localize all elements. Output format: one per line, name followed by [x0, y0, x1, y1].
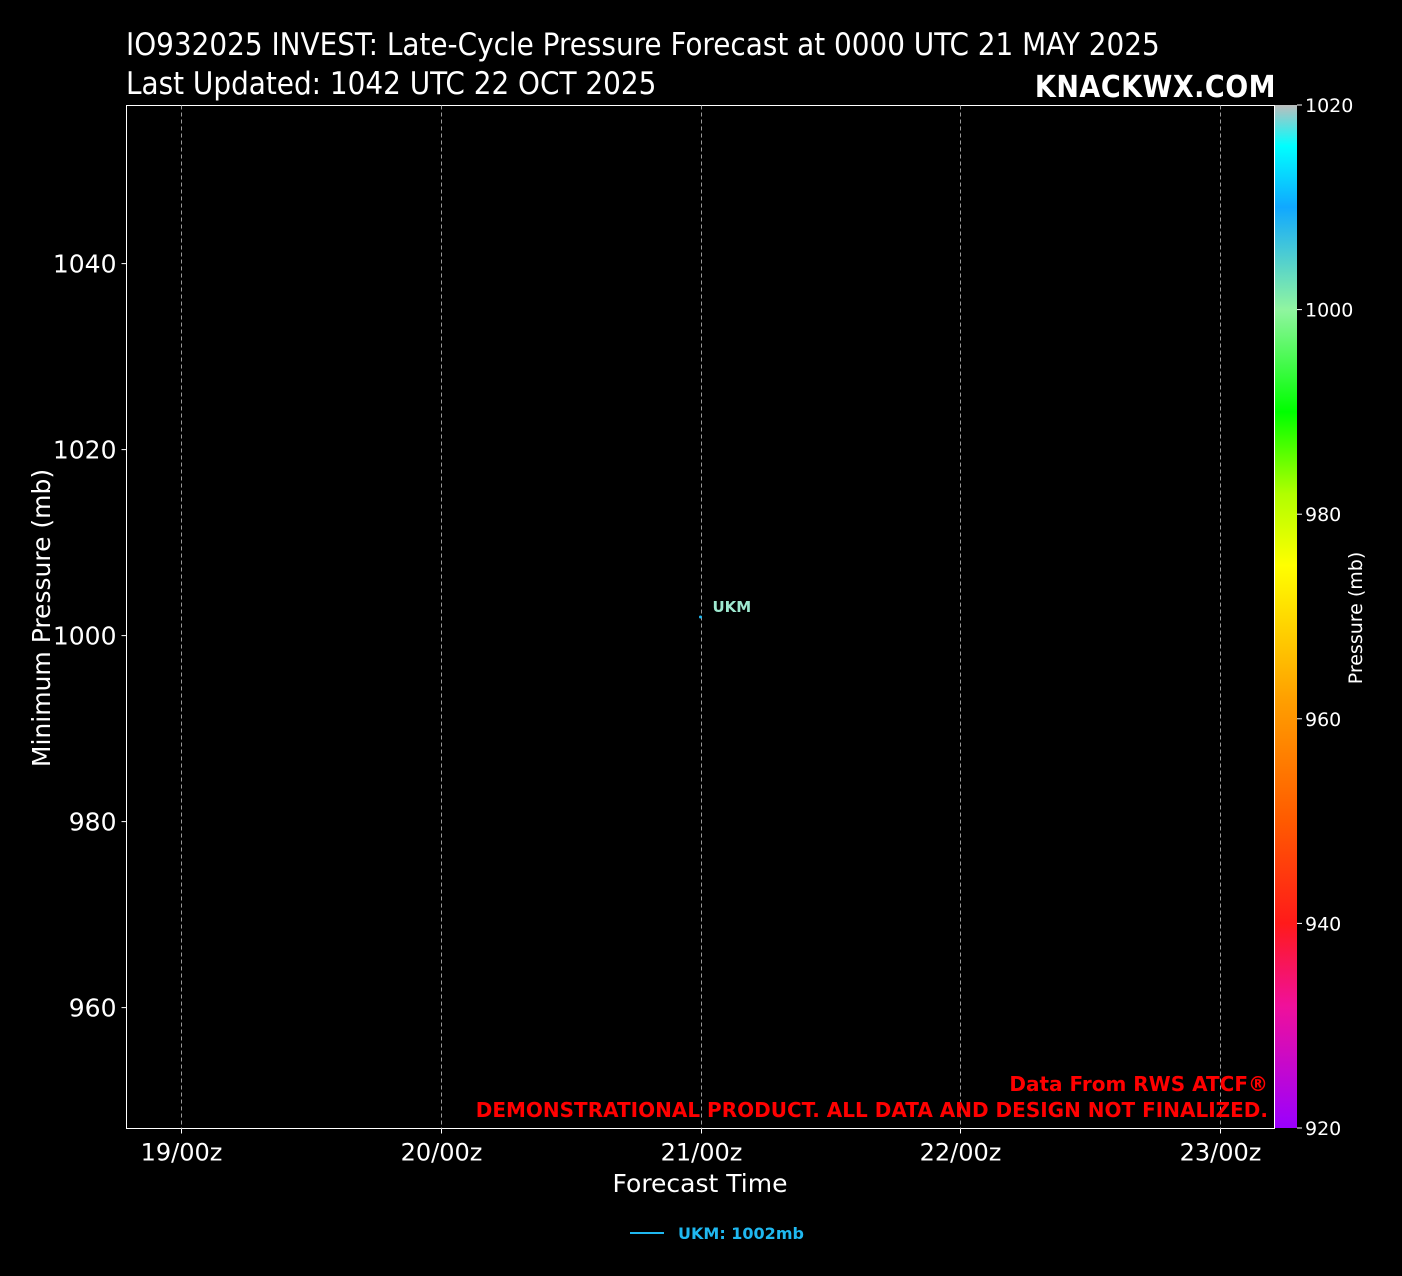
chart-title: IO932025 INVEST: Late-Cycle Pressure For…: [126, 27, 1160, 63]
x-tick-label: 23/00z: [1180, 1139, 1262, 1167]
x-axis-label: Forecast Time: [613, 1169, 788, 1198]
plot-area: [126, 105, 1275, 1129]
colorbar-tick-label: 1020: [1305, 95, 1353, 117]
x-tick-label: 21/00z: [661, 1139, 743, 1167]
colorbar-tick-label: 940: [1305, 913, 1341, 935]
x-tick-label: 20/00z: [401, 1139, 483, 1167]
data-source-note: Data From RWS ATCF®: [1009, 1072, 1268, 1096]
x-tick-label: 19/00z: [141, 1139, 223, 1167]
y-tick-label: 1000: [53, 622, 117, 651]
y-tick-label: 1020: [53, 436, 117, 465]
point-label-ukm: UKM: [713, 598, 752, 616]
x-tick-label: 22/00z: [920, 1139, 1002, 1167]
y-tick-label: 960: [69, 994, 117, 1023]
colorbar-tick-label: 960: [1305, 709, 1341, 731]
legend-label-ukm: UKM: 1002mb: [678, 1224, 804, 1243]
disclaimer-note: DEMONSTRATIONAL PRODUCT. ALL DATA AND DE…: [476, 1098, 1268, 1122]
colorbar-label: Pressure (mb): [1345, 552, 1367, 685]
data-point-ukm: [699, 615, 702, 619]
colorbar-tick-label: 1000: [1305, 300, 1353, 322]
last-updated: Last Updated: 1042 UTC 22 OCT 2025: [126, 66, 657, 102]
colorbar-tick-label: 920: [1305, 1118, 1341, 1140]
legend: UKM: 1002mb: [630, 1224, 804, 1243]
colorbar: [1275, 105, 1297, 1128]
y-tick-label: 1040: [53, 250, 117, 279]
y-tick-label: 980: [69, 808, 117, 837]
brand-logo-text: KNACKWX.COM: [1034, 70, 1276, 105]
y-axis-label: Minimum Pressure (mb): [27, 469, 56, 767]
colorbar-tick-label: 980: [1305, 504, 1341, 526]
